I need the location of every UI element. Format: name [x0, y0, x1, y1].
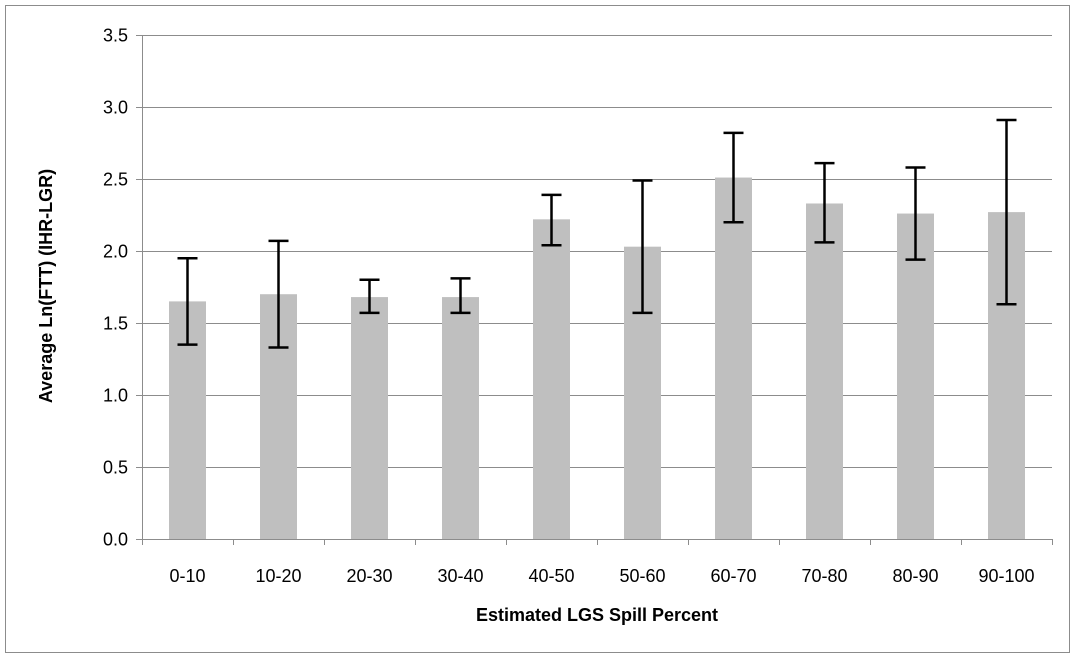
y-tick-label: 2.0	[103, 242, 128, 262]
error-bar	[632, 179, 653, 315]
error-bar	[723, 131, 744, 224]
x-axis-title: Estimated LGS Spill Percent	[476, 605, 718, 625]
x-tick-label: 70-80	[801, 566, 847, 586]
error-bar	[268, 239, 289, 349]
bar	[715, 177, 752, 539]
error-bar	[814, 161, 835, 244]
y-tick-label: 2.5	[103, 170, 128, 190]
y-tick-label: 0.0	[103, 530, 128, 550]
y-tick-label: 3.0	[103, 98, 128, 118]
y-tick-label: 1.5	[103, 314, 128, 334]
bars	[169, 177, 1025, 540]
x-tick-label: 60-70	[710, 566, 756, 586]
error-bar	[359, 278, 380, 315]
x-tick-label: 90-100	[978, 566, 1034, 586]
y-tick-label: 0.5	[103, 458, 128, 478]
x-tick-label: 50-60	[619, 566, 665, 586]
y-axis-title: Average Ln(FTT) (IHR-LGR)	[36, 169, 56, 403]
error-bar	[905, 166, 926, 261]
error-bars	[177, 118, 1017, 349]
bar	[806, 203, 843, 540]
error-bar	[177, 256, 198, 346]
x-tick-label: 0-10	[169, 566, 205, 586]
x-tick-label: 40-50	[528, 566, 574, 586]
x-tick-label: 30-40	[437, 566, 483, 586]
bar	[351, 297, 388, 539]
error-bar	[541, 193, 562, 247]
error-bar	[450, 277, 471, 315]
error-bar	[996, 118, 1017, 306]
y-tick-labels: 0.0 0.5 1.0 1.5 2.0 2.5 3.0 3.5	[103, 26, 128, 550]
y-tick-label: 1.0	[103, 386, 128, 406]
bar	[533, 219, 570, 539]
axes	[136, 35, 1053, 545]
y-tick-label: 3.5	[103, 26, 128, 46]
x-tick-label: 10-20	[255, 566, 301, 586]
x-tick-label: 20-30	[346, 566, 392, 586]
x-tick-label: 80-90	[892, 566, 938, 586]
bar	[897, 213, 934, 539]
x-tick-labels: 0-10 10-20 20-30 30-40 40-50 50-60 60-70 70-80 8…	[169, 566, 1034, 586]
bar	[442, 297, 479, 539]
